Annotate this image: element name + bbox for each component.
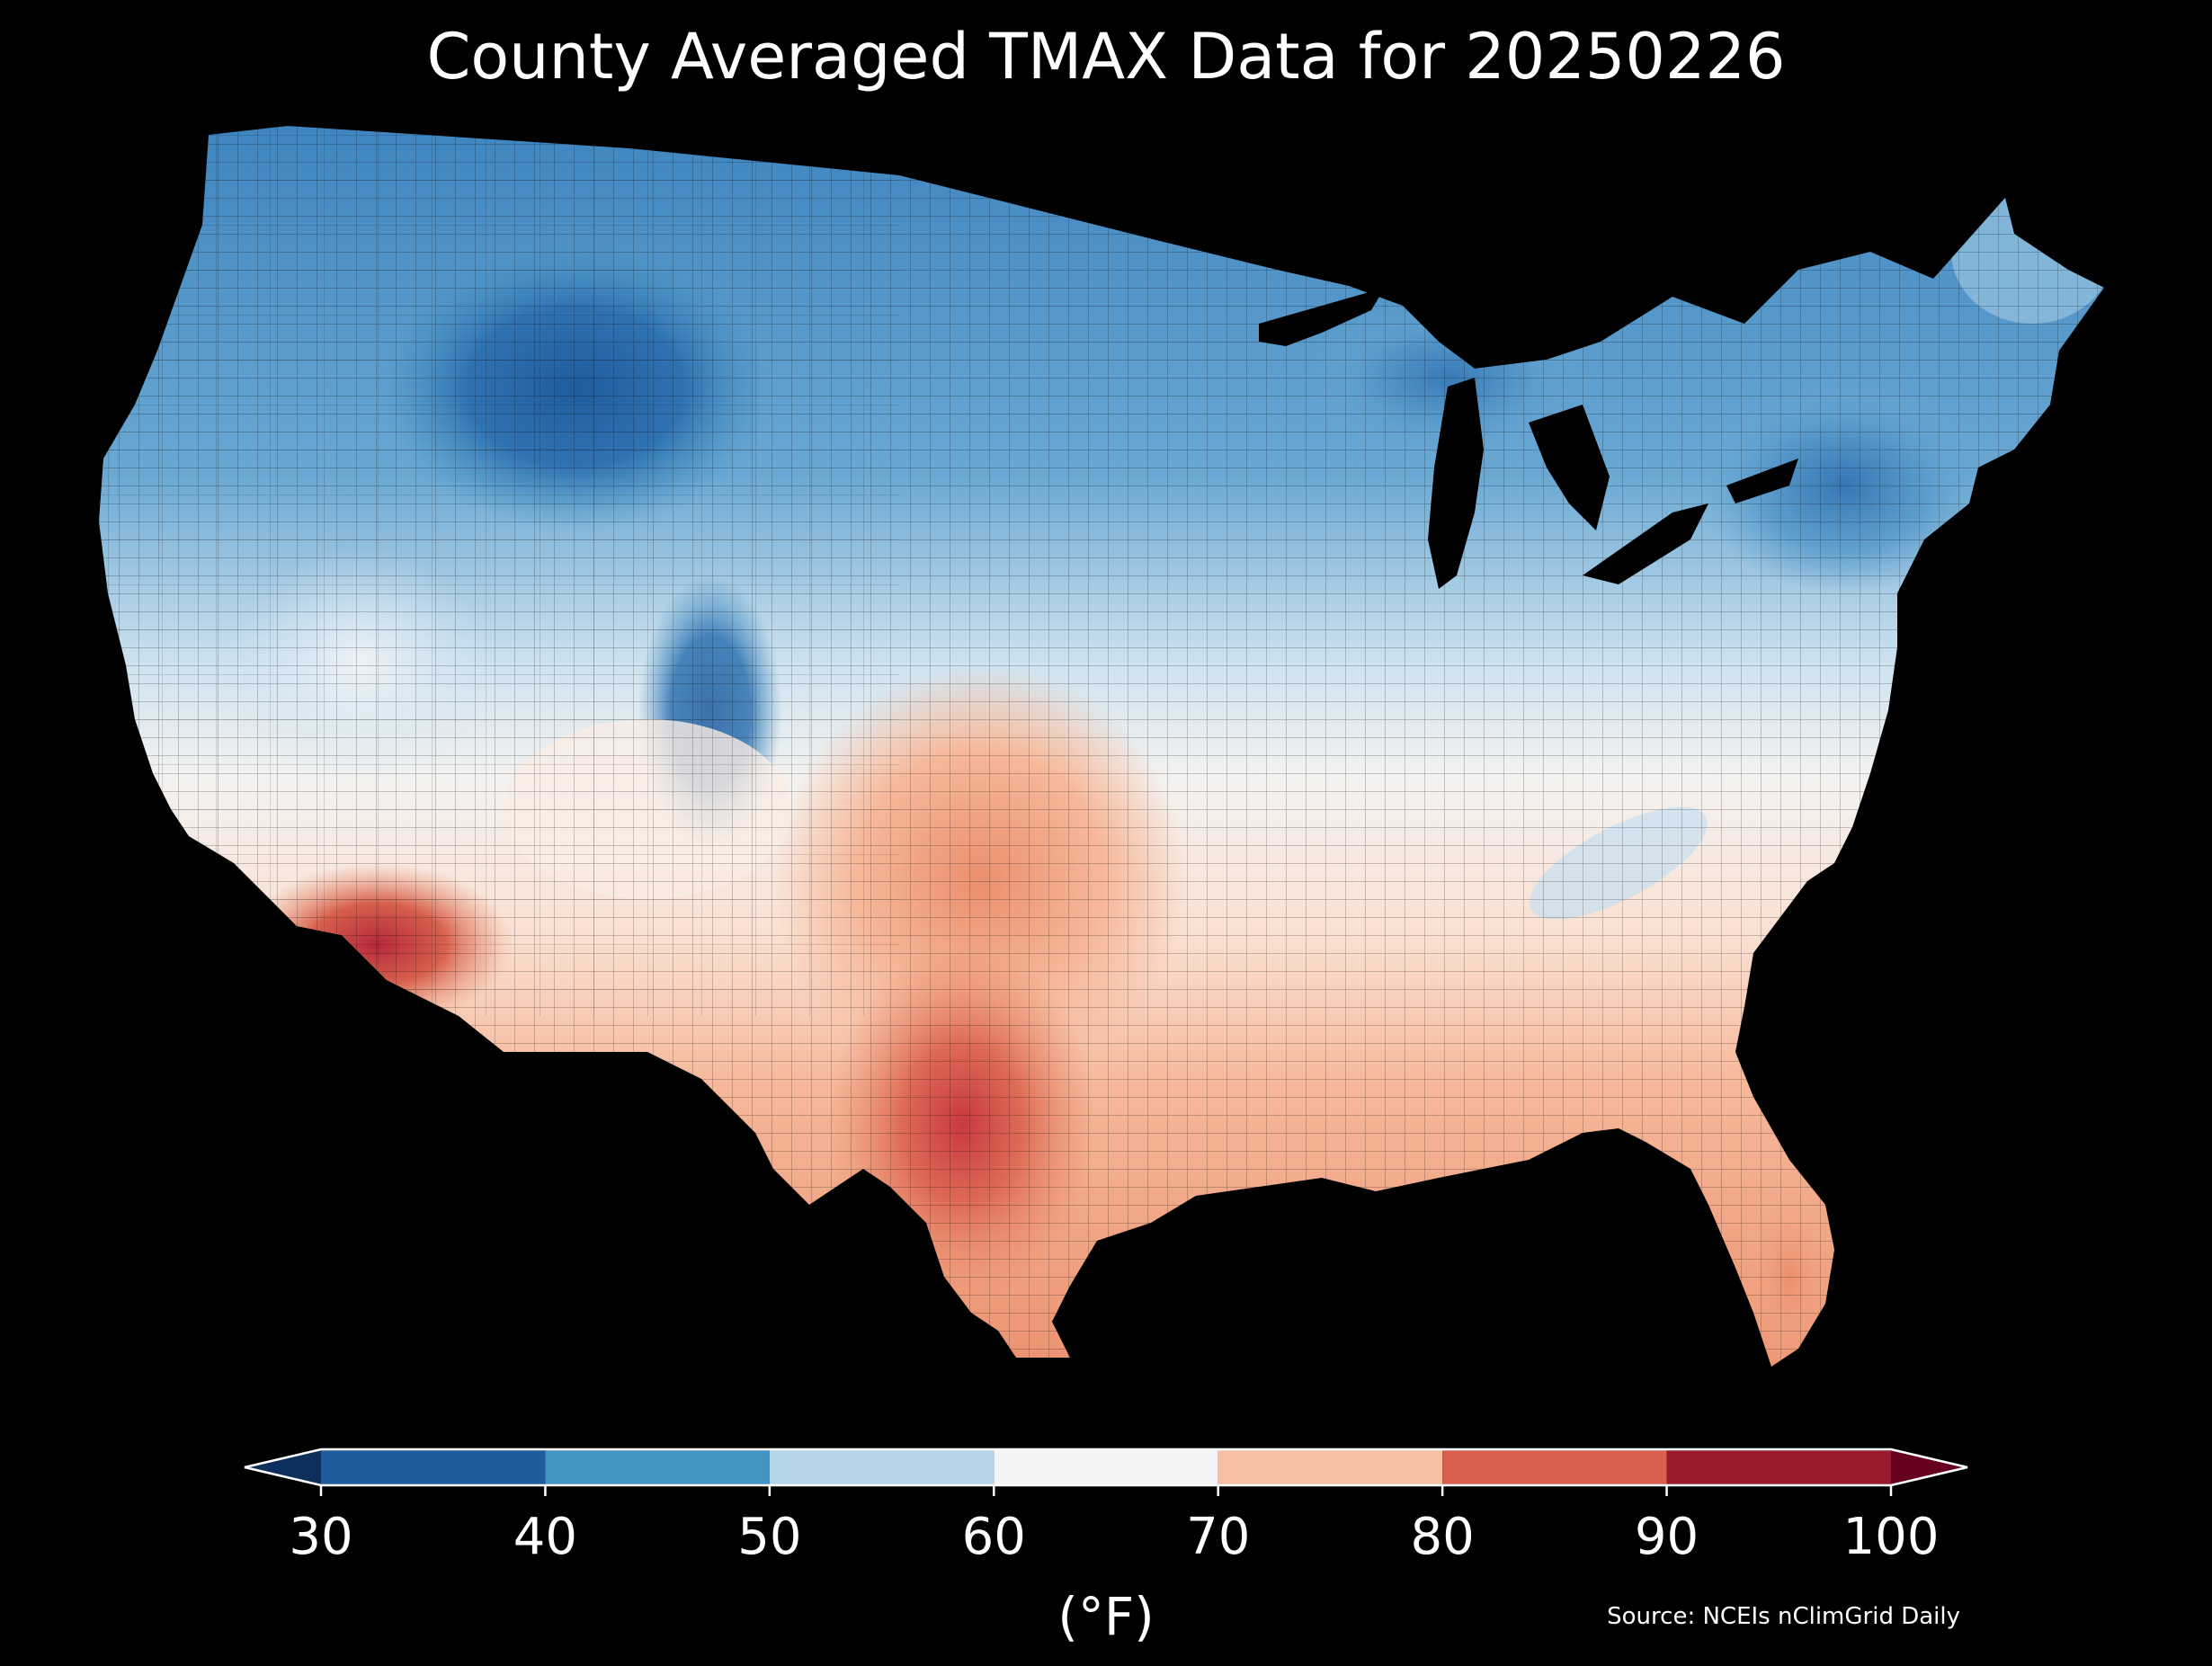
colorbar-unit-label: (°F)	[1057, 1586, 1155, 1647]
colorbar-tick-label: 30	[289, 1508, 353, 1566]
lake-superior	[1259, 288, 1385, 346]
colorbar-under-arrow	[245, 1449, 321, 1485]
lake-huron	[1529, 405, 1610, 530]
colorbar-bins	[321, 1449, 1891, 1485]
colorbar-bin	[1217, 1449, 1443, 1485]
colorbar-tick-label: 80	[1410, 1508, 1475, 1566]
colorbar-tick-label: 100	[1842, 1508, 1940, 1566]
colorbar-bin	[994, 1449, 1218, 1485]
lake-erie	[1583, 503, 1708, 584]
colorbar-ticks	[319, 1485, 1893, 1496]
map-title: County Averaged TMAX Data for 20250226	[426, 20, 1786, 94]
colorbar-tick-label: 60	[961, 1508, 1026, 1566]
colorbar-tick-label: 50	[737, 1508, 802, 1566]
colorbar-tick-label: 90	[1634, 1508, 1699, 1566]
colorbar-bin	[1442, 1449, 1667, 1485]
colorbar-tick-label: 70	[1186, 1508, 1251, 1566]
colorbar-bin	[1666, 1449, 1891, 1485]
lake-ontario	[1726, 459, 1798, 503]
colorbar-tick-label: 40	[513, 1508, 578, 1566]
colorbar-bin	[769, 1449, 995, 1485]
lake-michigan	[1428, 378, 1484, 589]
colorbar-over-arrow	[1891, 1449, 1967, 1485]
colorbar-bin	[321, 1449, 546, 1485]
source-credit: Source: NCEIs nClimGrid Daily	[1607, 1603, 1960, 1630]
colorbar-bin	[545, 1449, 770, 1485]
great-lakes	[1259, 288, 1798, 589]
